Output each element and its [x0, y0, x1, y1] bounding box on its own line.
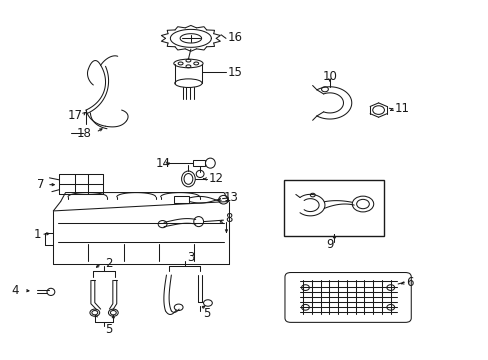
Text: 1: 1 [34, 228, 41, 241]
Text: 2: 2 [105, 257, 113, 270]
Text: 15: 15 [227, 66, 242, 79]
Bar [193, 160, 205, 166]
Bar [284, 180, 384, 235]
Text: 5: 5 [105, 323, 113, 336]
Text: 9: 9 [325, 238, 333, 251]
Text: 10: 10 [323, 69, 337, 82]
Text: 5: 5 [203, 307, 210, 320]
Text: 17: 17 [67, 109, 82, 122]
Text: 3: 3 [186, 251, 194, 264]
Text: 14: 14 [156, 157, 170, 170]
Bar [173, 196, 189, 203]
Text: 18: 18 [76, 127, 91, 140]
Text: 4: 4 [11, 284, 19, 297]
Text: 8: 8 [224, 212, 232, 225]
Text: 6: 6 [405, 276, 412, 289]
Text: 16: 16 [227, 31, 242, 44]
Text: 7: 7 [37, 178, 45, 191]
Text: 13: 13 [223, 192, 238, 204]
Text: 11: 11 [394, 102, 409, 115]
Text: 12: 12 [208, 172, 223, 185]
